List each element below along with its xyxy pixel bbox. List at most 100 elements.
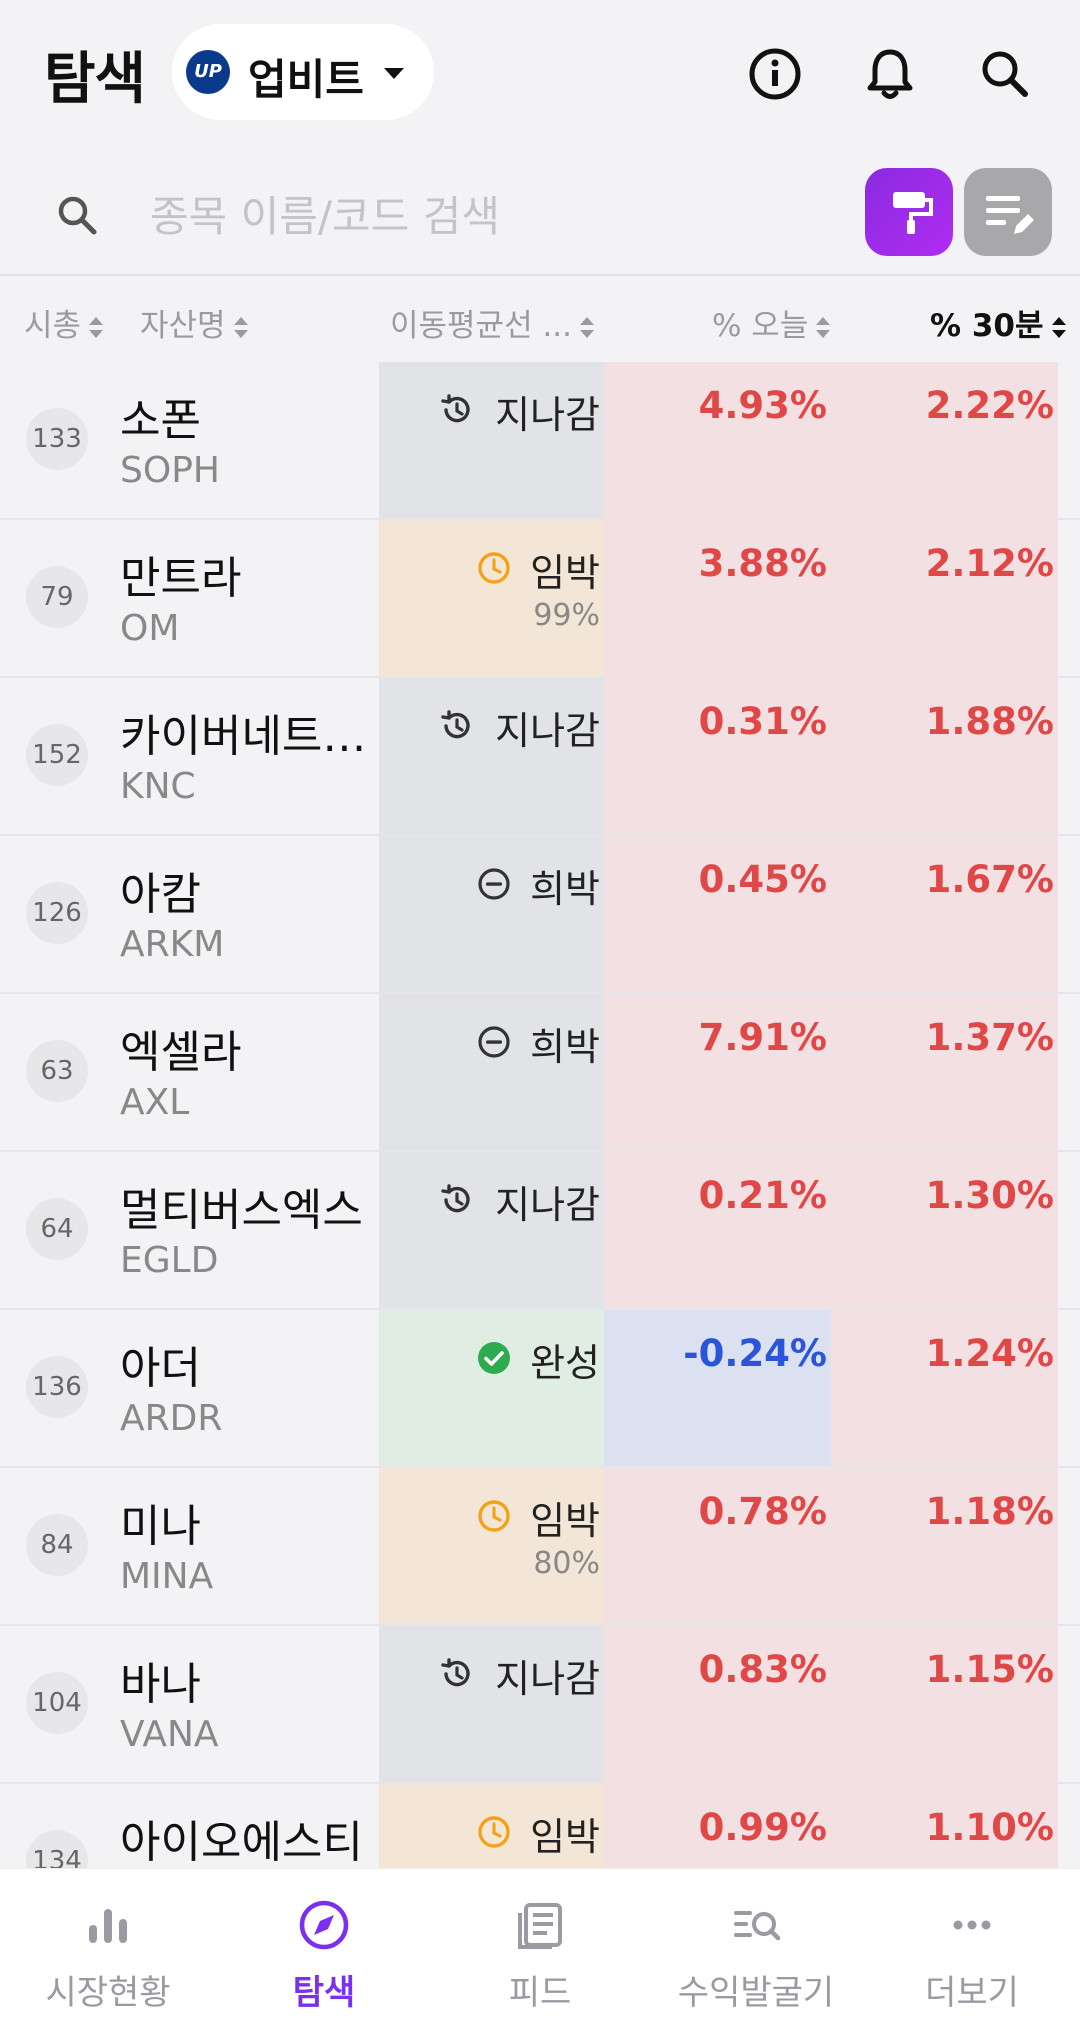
asset-row[interactable]: 152 카이버네트… KNC 지나감 0.31% 1.88%	[0, 678, 1080, 836]
nav-item[interactable]: 시장현황	[0, 1869, 216, 2043]
col-asset-name[interactable]: 자산명	[140, 300, 248, 345]
min30-change-cell: 1.18%	[831, 1468, 1058, 1624]
min30-change-cell: 1.67%	[831, 836, 1058, 992]
moving-average-cell: 완성	[379, 1310, 604, 1466]
market-cap-rank: 152	[26, 724, 88, 786]
market-cap-rank: 79	[26, 566, 88, 628]
sort-icon	[89, 315, 104, 341]
asset-ticker: ARDR	[120, 1398, 223, 1439]
sort-icon	[816, 315, 831, 341]
today-change-cell: 4.93%	[604, 362, 831, 518]
asset-row[interactable]: 133 소폰 SOPH 지나감 4.93% 2.22%	[0, 362, 1080, 520]
list-search-icon	[728, 1897, 784, 1953]
min30-change-cell: 1.88%	[831, 678, 1058, 834]
min30-change: 1.88%	[925, 700, 1054, 743]
moving-average-progress: 80%	[533, 1546, 600, 1581]
compass-icon	[296, 1897, 352, 1953]
moving-average-status: 임박	[530, 1815, 600, 1859]
market-cap-rank: 133	[26, 408, 88, 470]
asset-name: 아캄	[120, 869, 201, 920]
min30-change-cell: 2.12%	[831, 520, 1058, 676]
page-title: 탐색	[44, 47, 146, 112]
search-icon[interactable]	[975, 44, 1035, 104]
today-change: 0.31%	[698, 700, 827, 743]
nav-label: 탐색	[292, 1973, 356, 2013]
moving-average-cell: 지나감	[379, 362, 604, 518]
today-change: 0.78%	[698, 1490, 827, 1533]
asset-row[interactable]: 134 아이오에스티 임박 0.99% 1.10%	[0, 1784, 1080, 1868]
col-market-cap[interactable]: 시총	[24, 300, 104, 345]
history-icon	[438, 1656, 474, 1692]
min30-change-cell: 2.22%	[831, 362, 1058, 518]
moving-average-status: 지나감	[495, 1183, 600, 1227]
asset-row[interactable]: 84 미나 MINA 임박 80% 0.78% 1.18%	[0, 1468, 1080, 1626]
bell-icon[interactable]	[860, 44, 920, 104]
asset-ticker: ARKM	[120, 924, 225, 965]
asset-name: 아이오에스티	[120, 1817, 363, 1868]
nav-item[interactable]: 더보기	[864, 1869, 1080, 2043]
clock-icon	[476, 1498, 512, 1534]
min30-change: 1.30%	[925, 1174, 1054, 1217]
min30-change-cell: 1.10%	[831, 1784, 1058, 1868]
moving-average-status: 임박	[530, 551, 600, 595]
asset-row[interactable]: 104 바나 VANA 지나감 0.83% 1.15%	[0, 1626, 1080, 1784]
sort-icon	[580, 315, 595, 341]
moving-average-cell: 임박 80%	[379, 1468, 604, 1624]
moving-average-progress: 99%	[533, 598, 600, 633]
feed-icon	[512, 1897, 568, 1953]
today-change-cell: 3.88%	[604, 520, 831, 676]
moving-average-status: 지나감	[495, 393, 600, 437]
asset-row[interactable]: 126 아캄 ARKM 희박 0.45% 1.67%	[0, 836, 1080, 994]
today-change-cell: 7.91%	[604, 994, 831, 1150]
search-input[interactable]	[150, 188, 830, 244]
today-change: 3.88%	[698, 542, 827, 585]
nav-item[interactable]: 수익발굴기	[648, 1869, 864, 2043]
asset-row[interactable]: 136 아더 ARDR 완성 -0.24% 1.24%	[0, 1310, 1080, 1468]
today-change-cell: 0.45%	[604, 836, 831, 992]
market-cap-rank: 84	[26, 1514, 88, 1576]
col-today[interactable]: % 오늘	[712, 300, 831, 345]
min30-change: 1.67%	[925, 858, 1054, 901]
today-change: 4.93%	[698, 384, 827, 427]
col-30min[interactable]: % 30분	[930, 300, 1066, 345]
min30-change: 2.22%	[925, 384, 1054, 427]
today-change: -0.24%	[683, 1332, 827, 1375]
asset-row[interactable]: 64 멀티버스엑스 EGLD 지나감 0.21% 1.30%	[0, 1152, 1080, 1310]
nav-label: 더보기	[925, 1973, 1019, 2013]
color-theme-button[interactable]	[865, 168, 953, 256]
nav-item[interactable]: 탐색	[216, 1869, 432, 2043]
col-moving-average[interactable]: 이동평균선 ...	[390, 300, 595, 345]
min30-change-cell: 1.24%	[831, 1310, 1058, 1466]
min30-change: 2.12%	[925, 542, 1054, 585]
today-change: 0.83%	[698, 1648, 827, 1691]
moving-average-cell: 임박	[379, 1784, 604, 1868]
market-cap-rank: 104	[26, 1672, 88, 1734]
min30-change: 1.18%	[925, 1490, 1054, 1533]
history-icon	[438, 392, 474, 428]
asset-name: 카이버네트…	[120, 711, 367, 762]
edit-list-button[interactable]	[964, 168, 1052, 256]
asset-ticker: AXL	[120, 1082, 190, 1123]
moving-average-cell: 지나감	[379, 1626, 604, 1782]
clock-icon	[476, 1814, 512, 1850]
check-circle-icon	[476, 1340, 512, 1376]
exchange-selector[interactable]: UP 업비트	[172, 24, 434, 120]
top-bar: 탐색 UP 업비트	[0, 0, 1080, 150]
moving-average-cell: 희박	[379, 994, 604, 1150]
edit-list-icon	[986, 196, 1034, 234]
today-change-cell: 0.83%	[604, 1626, 831, 1782]
moving-average-status: 임박	[530, 1499, 600, 1543]
upbit-logo: UP	[186, 50, 230, 94]
asset-row[interactable]: 79 만트라 OM 임박 99% 3.88% 2.12%	[0, 520, 1080, 678]
asset-name: 아더	[120, 1343, 201, 1394]
search-field-icon	[58, 196, 97, 235]
minus-circle-icon	[476, 866, 512, 902]
asset-row[interactable]: 63 엑셀라 AXL 희박 7.91% 1.37%	[0, 994, 1080, 1152]
market-cap-rank: 64	[26, 1198, 88, 1260]
asset-ticker: VANA	[120, 1714, 219, 1755]
asset-name: 바나	[120, 1659, 201, 1710]
today-change-cell: 0.78%	[604, 1468, 831, 1624]
nav-item[interactable]: 피드	[432, 1869, 648, 2043]
min30-change-cell: 1.30%	[831, 1152, 1058, 1308]
info-icon[interactable]	[745, 44, 805, 104]
